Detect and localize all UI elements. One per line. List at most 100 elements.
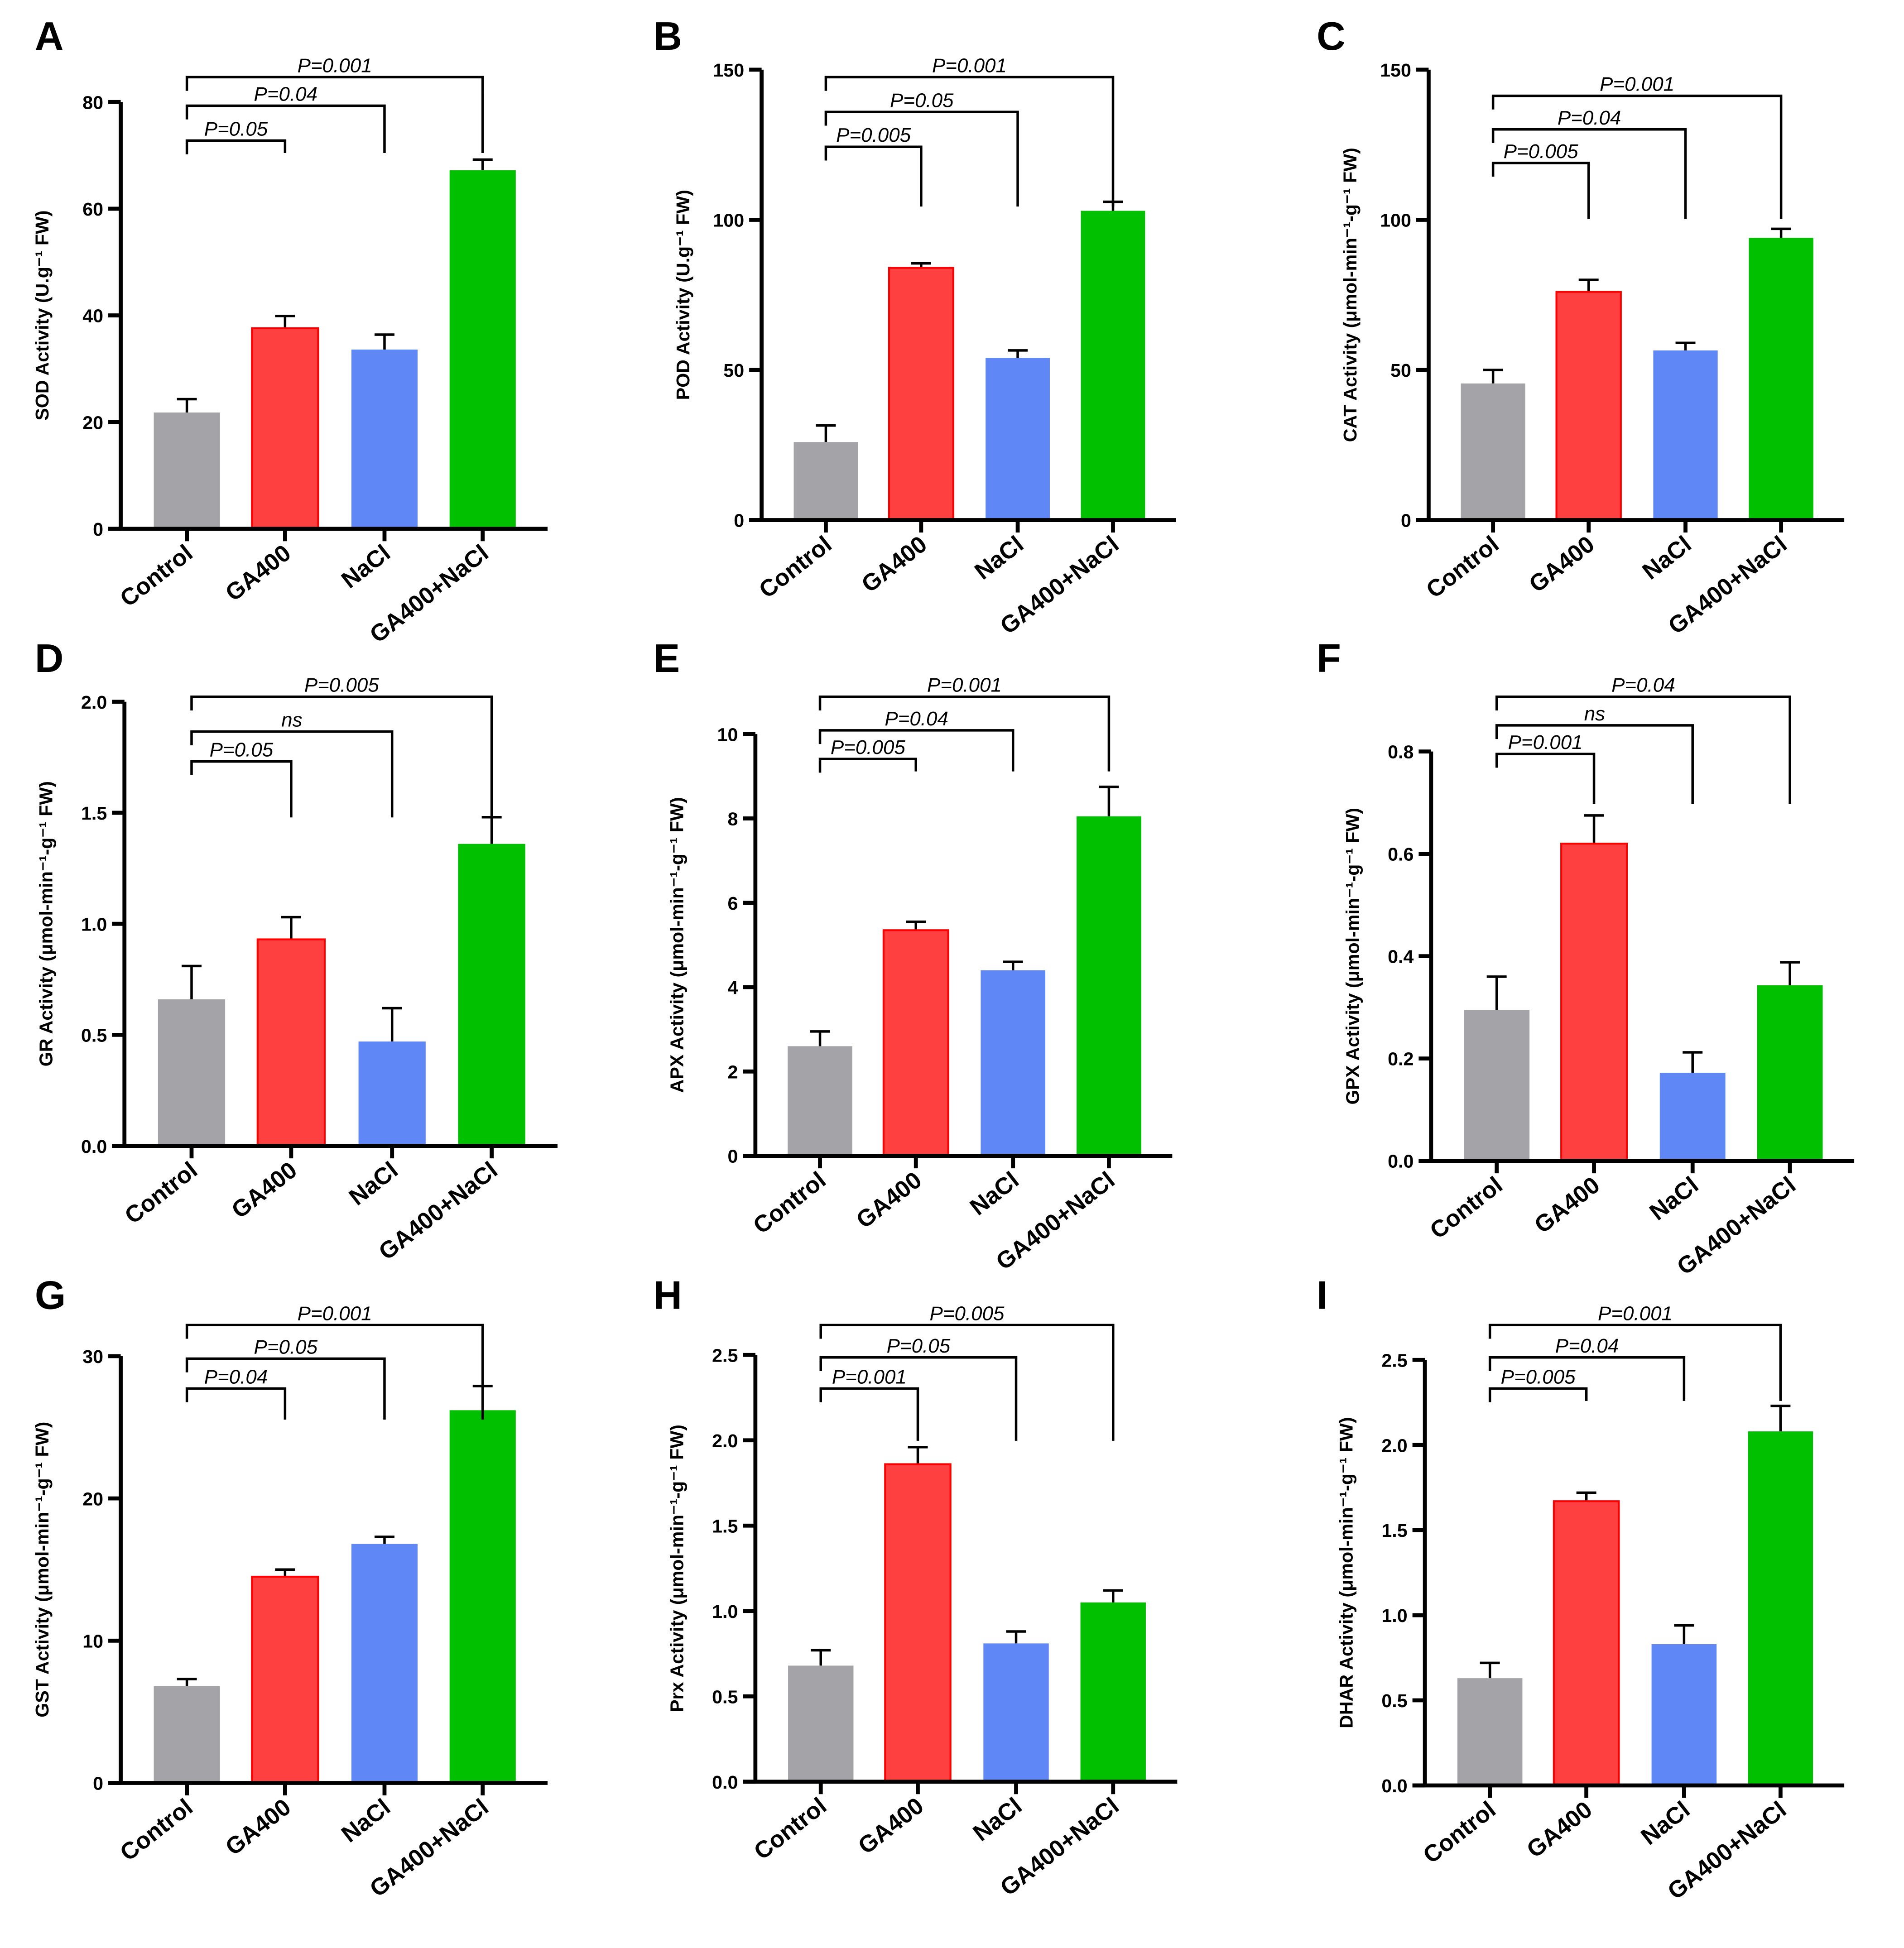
bar-ga400 <box>251 327 319 530</box>
bar-ga400-nacl <box>449 1410 516 1783</box>
x-tick-label: NaCl <box>344 1157 403 1211</box>
significance-bracket <box>818 729 1015 772</box>
y-tick-label: 0.5 <box>712 1686 738 1707</box>
bar-ga400 <box>882 929 949 1157</box>
x-tick-label: NaCl <box>1638 531 1696 585</box>
y-tick-label: 2 <box>727 1061 738 1082</box>
significance-bracket <box>185 1357 386 1420</box>
y-tick-label: 0 <box>734 510 744 531</box>
bar-ga400 <box>251 1575 319 1784</box>
significance-bracket <box>824 76 1115 207</box>
y-tick-label: 0 <box>93 1773 103 1794</box>
significance-bracket <box>185 76 484 153</box>
significance-bracket <box>1488 1324 1782 1401</box>
bar-ga400 <box>888 267 954 521</box>
bar-ga400-nacl <box>1748 1431 1813 1785</box>
bar-nacl <box>1653 350 1718 520</box>
y-tick-label: 0.8 <box>1388 742 1414 763</box>
bar-nacl <box>1659 1073 1726 1161</box>
significance-bracket <box>818 758 917 773</box>
y-tick-label: 10 <box>717 724 738 745</box>
panel-letter: I <box>1317 1273 1327 1318</box>
bar-ga400-nacl <box>449 170 516 529</box>
y-tick-label: 20 <box>82 1488 103 1509</box>
bar-nacl <box>358 1041 426 1146</box>
significance-bracket <box>190 760 293 818</box>
significance-label: P=0.05 <box>254 1336 318 1358</box>
significance-label: P=0.05 <box>210 739 274 761</box>
x-tick-label: NaCl <box>965 1167 1024 1221</box>
y-tick-label: 80 <box>82 92 103 113</box>
y-axis-label: GST Activity (μmol-min⁻¹-g⁻¹ FW) <box>32 1422 53 1718</box>
x-tick-label: GA400 <box>1524 531 1600 598</box>
panel-letter: F <box>1317 636 1341 681</box>
x-tick-label: Control <box>115 540 198 612</box>
y-tick-label: 0 <box>93 519 103 540</box>
y-tick-label: 60 <box>82 199 103 220</box>
bar-ga400-nacl <box>1081 211 1145 520</box>
x-tick-label: GA400 <box>221 540 296 607</box>
significance-bracket <box>185 1387 287 1420</box>
x-tick-label: GA400 <box>851 1167 927 1234</box>
significance-label: P=0.005 <box>930 1302 1005 1324</box>
bar-control <box>1464 1010 1530 1161</box>
significance-bracket <box>185 104 386 153</box>
bar-ga400-nacl <box>458 844 525 1146</box>
bar-ga400-nacl <box>1080 1602 1146 1782</box>
significance-label: P=0.05 <box>204 118 268 140</box>
bar-ga400-nacl <box>1749 238 1813 520</box>
significance-bracket <box>819 1387 919 1441</box>
panel-letter: A <box>35 14 63 58</box>
significance-label: P=0.05 <box>887 1335 951 1357</box>
x-tick-label: GA400 <box>857 531 932 598</box>
x-tick-label: Control <box>749 1167 831 1239</box>
significance-bracket <box>824 145 923 207</box>
y-axis-label: GPX Activity (μmol-min⁻¹-g⁻¹ FW) <box>1342 808 1363 1104</box>
bar-control <box>158 999 226 1146</box>
x-tick-label: Control <box>120 1157 202 1229</box>
significance-label: P=0.04 <box>1611 674 1675 696</box>
panel-letter: E <box>654 636 680 681</box>
significance-label: P=0.001 <box>927 674 1002 696</box>
significance-label: P=0.005 <box>836 124 911 146</box>
y-tick-label: 8 <box>727 809 738 830</box>
bar-control <box>154 412 220 529</box>
x-tick-label: GA400 <box>227 1157 302 1224</box>
y-tick-label: 0.2 <box>1388 1049 1414 1070</box>
bar-control <box>793 442 858 520</box>
significance-label: P=0.04 <box>1555 1335 1619 1357</box>
significance-bracket <box>1488 1387 1588 1402</box>
x-tick-label: GA400 <box>853 1793 928 1860</box>
y-tick-label: 150 <box>1380 60 1411 81</box>
bar-ga400 <box>1560 842 1628 1162</box>
panel-letter: B <box>654 14 682 58</box>
significance-label: P=0.04 <box>885 708 948 730</box>
significance-bracket <box>185 1324 484 1420</box>
significance-label: P=0.04 <box>254 83 318 106</box>
significance-label: P=0.001 <box>1600 73 1674 96</box>
significance-label: P=0.001 <box>298 1302 372 1324</box>
x-tick-label: GA400 <box>221 1794 296 1861</box>
y-tick-label: 0 <box>727 1146 738 1167</box>
bar-nacl <box>1651 1644 1717 1785</box>
significance-label: ns <box>1584 703 1605 725</box>
x-tick-label: GA400 <box>1522 1796 1597 1863</box>
y-tick-label: 100 <box>1380 210 1411 231</box>
panel-letter: G <box>35 1273 66 1318</box>
bar-ga400-nacl <box>1757 985 1823 1161</box>
x-tick-label: Control <box>1418 1796 1501 1869</box>
y-axis-label: POD Activity (U.g⁻¹ FW) <box>673 190 693 400</box>
panel-letter: C <box>1317 14 1345 58</box>
y-tick-label: 2.0 <box>712 1430 738 1451</box>
panel-letter: D <box>35 636 63 681</box>
x-tick-label: Control <box>749 1793 832 1865</box>
y-tick-label: 1.5 <box>712 1516 738 1536</box>
y-tick-label: 1.0 <box>81 914 107 935</box>
